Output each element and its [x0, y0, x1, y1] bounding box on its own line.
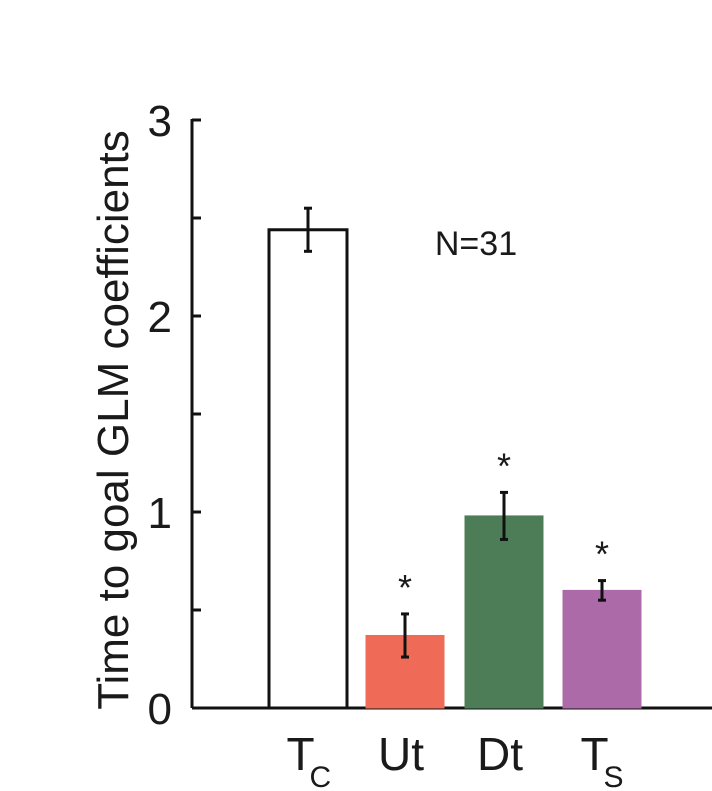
bars: [267, 206, 642, 710]
bar-ts: [562, 589, 642, 709]
y-tick-label-2: 2: [148, 293, 172, 342]
significance-marker-ut: *: [398, 567, 412, 608]
x-tick-subscript-tc: C: [310, 761, 332, 791]
significance-marker-ts: *: [595, 534, 609, 575]
bar-dt: [464, 515, 544, 709]
labels: TC*Ut*Dt*TS: [287, 445, 624, 791]
y-axis-label: Time to goal GLM coefficients: [89, 130, 138, 710]
bar-tc: [267, 228, 349, 710]
sample-size-annotation: N=31: [435, 225, 517, 263]
significance-marker-dt: *: [497, 445, 511, 486]
y-tick-label-1: 1: [148, 489, 172, 538]
y-tick-label-3: 3: [148, 97, 172, 146]
x-tick-label-dt: Dt: [477, 728, 523, 780]
x-tick-label-tc: T: [287, 728, 315, 780]
x-tick-label-ts: T: [581, 728, 609, 780]
x-tick-subscript-ts: S: [604, 761, 624, 791]
y-tick-label-0: 0: [148, 685, 172, 734]
x-tick-label-ut: Ut: [378, 728, 424, 780]
